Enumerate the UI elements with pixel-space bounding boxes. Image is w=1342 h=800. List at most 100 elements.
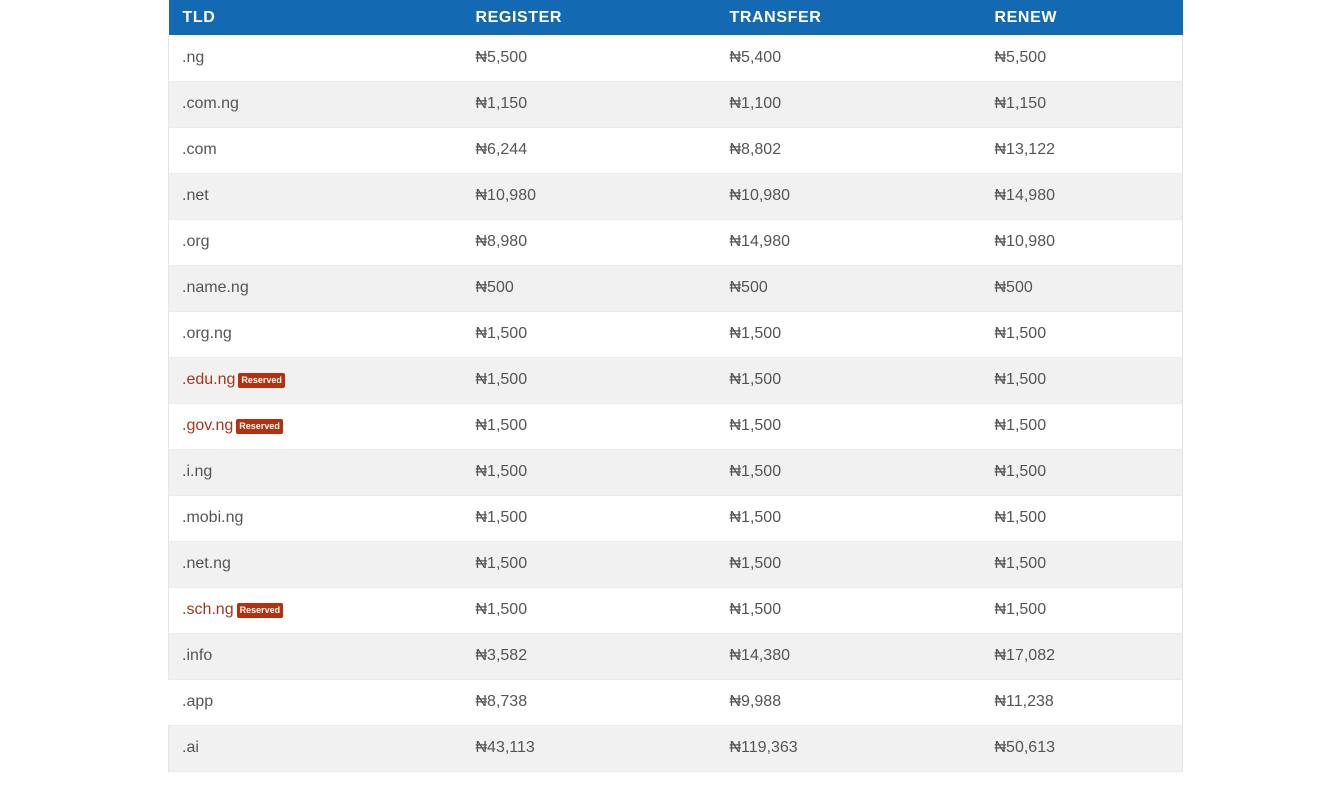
register-price-cell: ₦5,500 [462,35,717,82]
tld-cell: .ng [168,35,463,82]
tld-name: .com [182,141,217,158]
renew-price-cell: ₦10,980 [981,219,1183,266]
table-row: .i.ng ₦1,500 ₦1,500 ₦1,500 [168,449,1183,496]
tld-name: .edu.ng [182,371,236,388]
table-row: .mobi.ng ₦1,500 ₦1,500 ₦1,500 [168,495,1183,542]
register-price-cell: ₦1,150 [462,81,717,128]
renew-price-cell: ₦500 [981,265,1183,312]
header-renew: RENEW [994,8,1058,26]
register-price-cell: ₦1,500 [462,357,717,404]
transfer-price-cell: ₦1,500 [716,541,982,588]
table-body: .ng ₦5,500 ₦5,400 ₦5,500 .com.ng ₦1,150 ₦1,100… [168,35,1183,772]
tld-name: .gov.ng [182,417,234,434]
table-row: .gov.ng Reserved ₦1,500 ₦1,500 ₦1,500 [168,403,1183,450]
register-price-cell: ₦1,500 [462,449,717,496]
table-row: .org.ng ₦1,500 ₦1,500 ₦1,500 [168,311,1183,358]
transfer-price-cell: ₦14,980 [716,219,982,266]
table-row: .net ₦10,980 ₦10,980 ₦14,980 [168,173,1183,220]
register-price-cell: ₦10,980 [462,173,717,220]
tld-name: .ai [182,739,199,756]
tld-cell: .sch.ng Reserved [168,587,463,634]
tld-cell: .net.ng [168,541,463,588]
table-row: .com ₦6,244 ₦8,802 ₦13,122 [168,127,1183,174]
register-price-cell: ₦1,500 [462,311,717,358]
renew-price-cell: ₦50,613 [981,725,1183,772]
tld-cell: .mobi.ng [168,495,463,542]
table-row: .edu.ng Reserved ₦1,500 ₦1,500 ₦1,500 [168,357,1183,404]
renew-price-cell: ₦1,150 [981,81,1183,128]
transfer-price-cell: ₦119,363 [716,725,982,772]
tld-cell: .info [168,633,463,680]
renew-price-cell: ₦14,980 [981,173,1183,220]
transfer-price-cell: ₦9,988 [716,679,982,726]
table-row: .org ₦8,980 ₦14,980 ₦10,980 [168,219,1183,266]
tld-cell: .edu.ng Reserved [168,357,463,404]
register-price-cell: ₦6,244 [462,127,717,174]
tld-name: .net [182,187,209,204]
tld-name: .i.ng [182,463,213,480]
table-row: .ng ₦5,500 ₦5,400 ₦5,500 [168,35,1183,82]
transfer-price-cell: ₦500 [716,265,982,312]
transfer-price-cell: ₦1,500 [716,357,982,404]
tld-cell: .gov.ng Reserved [168,403,463,450]
tld-pricing-table: TLD REGISTER TRANSFER RENEW .ng ₦5,500 ₦5,… [168,0,1183,772]
transfer-price-cell: ₦1,100 [716,81,982,128]
reserved-badge: Reserved [236,603,284,618]
tld-cell: .i.ng [168,449,463,496]
tld-cell: .com [168,127,463,174]
table-header: TLD REGISTER TRANSFER RENEW [168,0,1183,35]
tld-name: .app [182,693,214,710]
table-row: .sch.ng Reserved ₦1,500 ₦1,500 ₦1,500 [168,587,1183,634]
register-price-cell: ₦500 [462,265,717,312]
table-row: .name.ng ₦500 ₦500 ₦500 [168,265,1183,312]
table-row: .app ₦8,738 ₦9,988 ₦11,238 [168,679,1183,726]
register-price-cell: ₦1,500 [462,403,717,450]
tld-name: .com.ng [182,95,239,112]
tld-name: .sch.ng [182,601,234,618]
header-row: TLD REGISTER TRANSFER RENEW [168,0,1183,35]
tld-name: .info [182,647,213,664]
tld-cell: .org.ng [168,311,463,358]
tld-name: .org [182,233,210,250]
tld-cell: .ai [168,725,463,772]
renew-price-cell: ₦1,500 [981,587,1183,634]
transfer-price-cell: ₦8,802 [716,127,982,174]
header-tld: TLD [182,8,216,26]
table-row: .com.ng ₦1,150 ₦1,100 ₦1,150 [168,81,1183,128]
transfer-price-cell: ₦1,500 [716,587,982,634]
transfer-price-cell: ₦14,380 [716,633,982,680]
renew-price-cell: ₦1,500 [981,449,1183,496]
tld-cell: .app [168,679,463,726]
renew-price-cell: ₦1,500 [981,311,1183,358]
tld-name: .org.ng [182,325,232,342]
tld-name: .mobi.ng [182,509,244,526]
renew-price-cell: ₦1,500 [981,357,1183,404]
reserved-badge: Reserved [238,373,285,388]
tld-name: .net.ng [182,555,231,572]
transfer-price-cell: ₦1,500 [716,449,982,496]
register-price-cell: ₦3,582 [462,633,717,680]
tld-name: .ng [182,48,205,66]
transfer-price-cell: ₦1,500 [716,403,982,450]
tld-cell: .com.ng [168,81,463,128]
header-register: REGISTER [475,8,563,26]
renew-price-cell: ₦17,082 [981,633,1183,680]
register-price-cell: ₦43,113 [462,725,717,772]
reserved-badge: Reserved [236,419,283,434]
transfer-price-cell: ₦1,500 [716,311,982,358]
renew-price-cell: ₦13,122 [981,127,1183,174]
renew-price-cell: ₦11,238 [981,679,1183,726]
header-transfer: TRANSFER [729,8,822,26]
renew-price-cell: ₦5,500 [981,35,1183,82]
register-price-cell: ₦8,738 [462,679,717,726]
tld-name: .name.ng [182,279,249,296]
renew-price-cell: ₦1,500 [981,495,1183,542]
transfer-price-cell: ₦10,980 [716,173,982,220]
table-row: .info ₦3,582 ₦14,380 ₦17,082 [168,633,1183,680]
register-price-cell: ₦8,980 [462,219,717,266]
transfer-price-cell: ₦5,400 [716,35,982,82]
table-row: .net.ng ₦1,500 ₦1,500 ₦1,500 [168,541,1183,588]
tld-cell: .name.ng [168,265,463,312]
renew-price-cell: ₦1,500 [981,541,1183,588]
register-price-cell: ₦1,500 [462,495,717,542]
